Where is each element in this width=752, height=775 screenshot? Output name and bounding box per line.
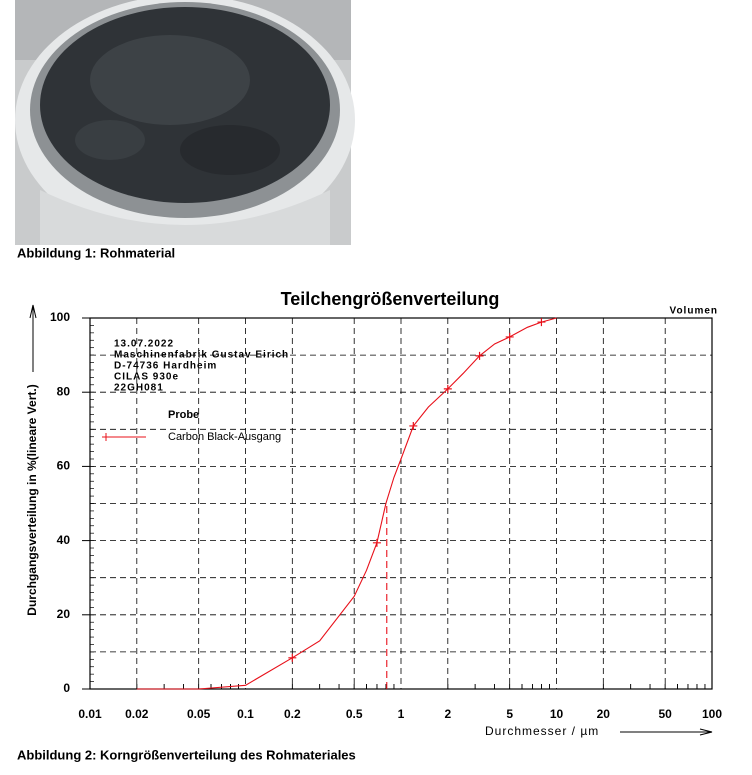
- chart: Teilchengrößenverteilung Volumen 0.01 0.02 0…: [25, 289, 722, 738]
- x-tick-label: 20: [597, 707, 611, 721]
- marker: [537, 318, 546, 327]
- chart-title: Teilchengrößenverteilung: [281, 289, 500, 309]
- x-tick-label: 5: [506, 707, 513, 721]
- axis-arrow-head: [29, 304, 37, 319]
- y-tick-label: 0: [63, 681, 70, 695]
- caption: Abbildung 1: Rohmaterial: [17, 245, 175, 260]
- marker: [505, 332, 514, 341]
- x-axis-label: Durchmesser / µm: [485, 724, 599, 738]
- x-tick-label: 2: [444, 707, 451, 721]
- x-tick-label: 0.05: [187, 707, 211, 721]
- photo: [15, 0, 355, 245]
- x-tick-label: 10: [550, 707, 564, 721]
- info-line: 22GH081: [114, 383, 164, 394]
- marker: [372, 538, 381, 547]
- legend-label: Carbon Black-Ausgang: [168, 431, 281, 443]
- legend-marker: [102, 433, 110, 441]
- y-tick-label: 20: [57, 607, 71, 621]
- caption: Abbildung 2: Korngrößenverteilung des Ro…: [17, 747, 356, 762]
- marker: [288, 653, 297, 662]
- marker: [475, 351, 484, 360]
- series-line: [136, 317, 557, 690]
- axis-arrow-head: [699, 728, 713, 736]
- x-tick-label: 1: [398, 707, 405, 721]
- info-line: CILAS 930e: [114, 372, 179, 383]
- x-tick-label: 50: [659, 707, 673, 721]
- info-line: D-74736 Hardheim: [114, 361, 217, 372]
- y-tick-label: 60: [57, 459, 71, 473]
- marker: [409, 421, 418, 430]
- marker: [443, 384, 452, 393]
- x-tick-label: 0.5: [346, 707, 363, 721]
- legend-title: Probe: [168, 409, 199, 421]
- x-tick-label: 0.02: [125, 707, 149, 721]
- y-tick-label: 40: [57, 533, 71, 547]
- x-tick-label: 0.2: [284, 707, 301, 721]
- plot-frame: [89, 317, 713, 690]
- corner-label: Volumen: [670, 306, 718, 317]
- info-line: 13.07.2022: [114, 339, 174, 350]
- x-tick-label: 0.1: [237, 707, 254, 721]
- x-tick-label: 100: [702, 707, 722, 721]
- y-axis-label: Durchgangsverteilung in %(lineare Vert.): [25, 384, 39, 615]
- y-tick-label: 100: [50, 310, 70, 324]
- x-tick-label: 0.01: [78, 707, 102, 721]
- y-tick-label: 80: [57, 384, 71, 398]
- info-line: Maschinenfabrik Gustav Eirich: [114, 350, 289, 361]
